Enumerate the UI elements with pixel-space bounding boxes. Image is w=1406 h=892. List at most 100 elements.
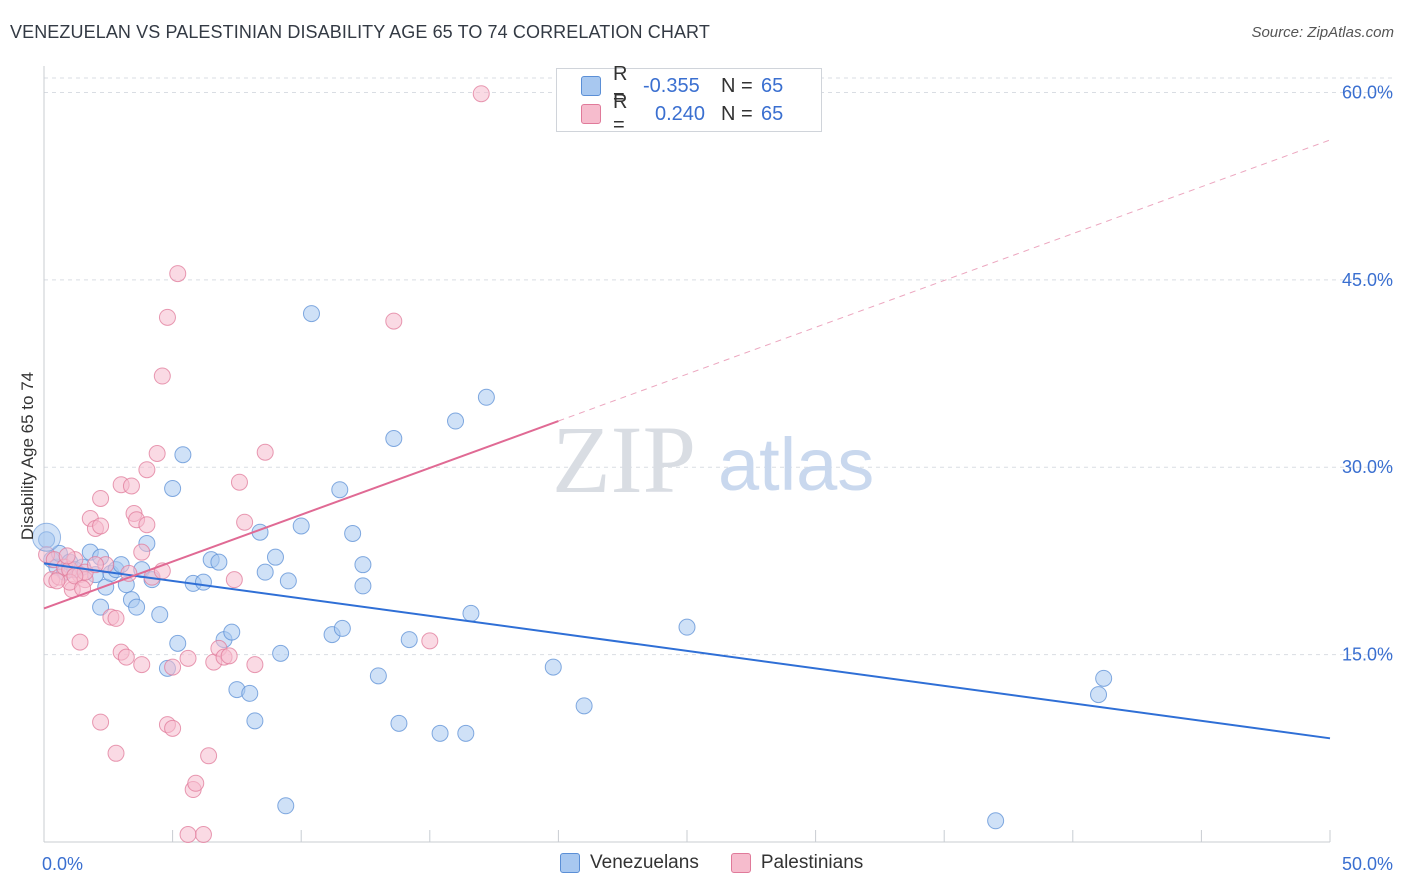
y-tick-label: 15.0% <box>1342 645 1393 665</box>
legend-n-label: N = <box>721 102 753 125</box>
palestinian-point <box>122 477 140 495</box>
palestinian-point <box>148 444 166 462</box>
venezuelan-point <box>678 618 696 636</box>
y-axis-label: Disability Age 65 to 74 <box>18 371 37 541</box>
palestinian-trendline-extension <box>558 139 1331 422</box>
venezuelan-point <box>385 430 403 448</box>
venezuelan-point <box>1090 686 1108 704</box>
tick-layer: 15.0% 30.0% 45.0% 60.0% 0.0% 50.0% <box>42 82 1393 874</box>
venezuelan-point <box>174 446 192 464</box>
venezuelan-point <box>331 481 349 499</box>
venezuelan-point <box>354 556 372 574</box>
palestinian-point <box>48 572 66 590</box>
palestinian-point <box>385 312 403 330</box>
palestinian-point <box>92 489 110 507</box>
venezuelan-point <box>369 667 387 685</box>
legend-r-label: R = <box>613 91 628 136</box>
trend-layer <box>43 139 1331 740</box>
palestinian-point <box>138 461 156 479</box>
venezuelan-point <box>1095 669 1113 687</box>
palestinian-point <box>246 656 264 674</box>
palestinian-point <box>230 473 248 491</box>
venezuelan-point <box>400 631 418 649</box>
palestinian-point <box>138 516 156 534</box>
venezuelan-point <box>431 724 449 742</box>
grid-layer <box>44 77 1392 656</box>
legend-r-value: -0.355 <box>643 74 700 97</box>
palestinian-point <box>225 571 243 589</box>
watermark: ZIP atlas <box>552 406 874 513</box>
venezuelan-point <box>223 623 241 641</box>
palestinian-point <box>164 658 182 676</box>
venezuelan-point <box>477 388 495 406</box>
palestinian-point <box>117 648 135 666</box>
legend-r-value: 0.240 <box>655 102 706 125</box>
palestinian-point <box>179 826 197 844</box>
venezuelan-point-large <box>32 522 62 552</box>
palestinian-point <box>194 826 212 844</box>
venezuelan-point <box>575 697 593 715</box>
venezuelan-point <box>344 524 362 542</box>
palestinian-point <box>472 85 490 103</box>
palestinian-point <box>133 656 151 674</box>
legend-row-palestinians: R = 0.240 N = 65 <box>581 91 784 136</box>
palestinian-point <box>187 774 205 792</box>
venezuelan-point <box>457 724 475 742</box>
palestinian-point <box>107 609 125 627</box>
venezuelan-point <box>447 412 465 430</box>
palestinian-point <box>158 308 176 326</box>
venezuelan-point <box>462 604 480 622</box>
source-note: Source: ZipAtlas.com <box>1251 24 1394 41</box>
venezuelan-point <box>246 712 264 730</box>
venezuelan-point <box>151 606 169 624</box>
y-tick-label: 60.0% <box>1342 82 1393 102</box>
series-legend-venezuelans: Venezuelans <box>560 852 699 874</box>
palestinian-point <box>71 633 89 651</box>
venezuelan-point <box>292 517 310 535</box>
series-legend-palestinians: Palestinians <box>730 852 864 874</box>
series-swatch-venezuelans <box>560 853 580 873</box>
palestinian-point <box>133 543 151 561</box>
legend-n-value: 65 <box>761 102 784 125</box>
venezuelan-point <box>987 812 1005 830</box>
venezuelan-point <box>194 573 212 591</box>
watermark-zip: ZIP <box>552 406 696 513</box>
palestinian-point <box>421 632 439 650</box>
axis-layer <box>43 66 1331 843</box>
venezuelan-point <box>241 684 259 702</box>
palestinian-point <box>86 556 104 574</box>
palestinian-point <box>58 547 76 565</box>
legend-swatch-venezuelans <box>581 76 601 96</box>
x-tick-label: 0.0% <box>42 854 83 874</box>
points-layer <box>32 85 1113 844</box>
legend-n-label: N = <box>721 74 753 97</box>
series-legend: Venezuelans Palestinians <box>560 852 895 874</box>
legend-swatch-palestinians <box>581 104 601 124</box>
palestinian-point <box>107 744 125 762</box>
palestinian-point <box>92 517 110 535</box>
venezuelan-point <box>92 598 110 616</box>
venezuelan-point <box>169 634 187 652</box>
venezuelan-point <box>277 797 295 815</box>
palestinian-point <box>220 647 238 665</box>
palestinian-point <box>164 719 182 737</box>
legend-r-label: R = <box>613 63 628 108</box>
palestinian-trendline <box>43 420 559 610</box>
venezuelan-point <box>333 619 351 637</box>
series-label-palestinians: Palestinians <box>760 852 864 873</box>
venezuelan-point <box>279 572 297 590</box>
watermark-atlas: atlas <box>718 423 874 506</box>
venezuelan-point <box>272 644 290 662</box>
legend-row-venezuelans: R = -0.355 N = 65 <box>581 63 784 108</box>
palestinian-point <box>169 265 187 283</box>
x-tick-label: 50.0% <box>1342 854 1393 874</box>
venezuelan-point <box>256 563 274 581</box>
palestinian-point <box>200 747 218 765</box>
palestinian-point <box>256 443 274 461</box>
venezuelan-point <box>390 714 408 732</box>
legend-n-value: 65 <box>761 74 784 97</box>
palestinian-point <box>153 367 171 385</box>
venezuelan-point <box>354 577 372 595</box>
palestinian-point <box>179 649 197 667</box>
